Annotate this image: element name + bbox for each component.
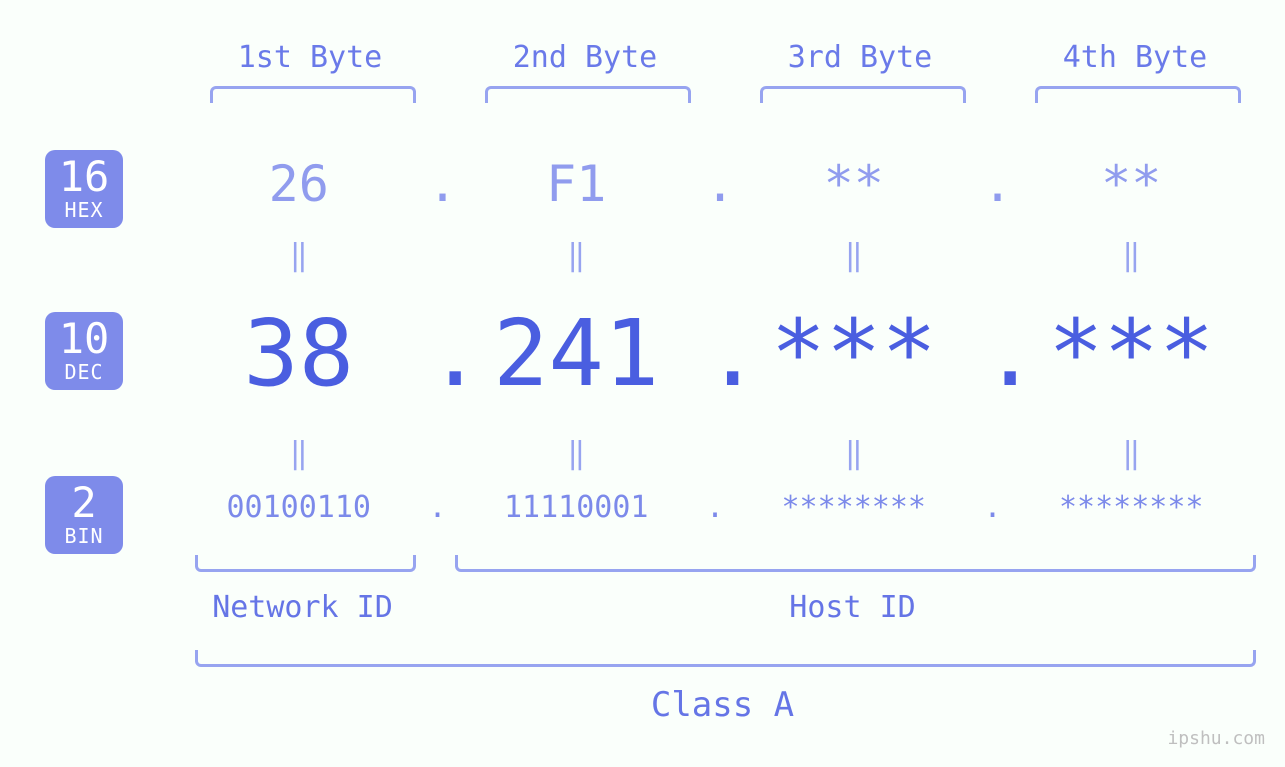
bracket-network-id bbox=[195, 555, 416, 572]
bracket-byte-1 bbox=[210, 86, 416, 103]
hex-byte-2: F1 bbox=[448, 155, 706, 213]
bracket-byte-3 bbox=[760, 86, 966, 103]
byte-label-2: 2nd Byte bbox=[485, 40, 685, 75]
equals-glyph: ‖ bbox=[170, 238, 428, 273]
dec-byte-4: *** bbox=[1003, 300, 1261, 407]
badge-bin: 2 BIN bbox=[45, 476, 123, 554]
host-id-label: Host ID bbox=[455, 590, 1250, 625]
hex-row: 26 . F1 . ** . ** bbox=[170, 155, 1260, 213]
bracket-host-id bbox=[455, 555, 1256, 572]
equals-glyph: ‖ bbox=[448, 436, 706, 471]
hex-byte-4: ** bbox=[1003, 155, 1261, 213]
equals-glyph: ‖ bbox=[448, 238, 706, 273]
dec-byte-1: 38 bbox=[170, 300, 428, 407]
equals-row-bottom: ‖ . ‖ . ‖ . ‖ bbox=[170, 436, 1260, 471]
byte-label-3: 3rd Byte bbox=[760, 40, 960, 75]
dec-row: 38 . 241 . *** . *** bbox=[170, 300, 1260, 407]
equals-glyph: ‖ bbox=[725, 436, 983, 471]
equals-glyph: ‖ bbox=[1003, 238, 1261, 273]
dot: . bbox=[705, 300, 725, 407]
bracket-byte-2 bbox=[485, 86, 691, 103]
bracket-class bbox=[195, 650, 1256, 667]
byte-label-4: 4th Byte bbox=[1035, 40, 1235, 75]
byte-label-1: 1st Byte bbox=[210, 40, 410, 75]
badge-dec-tag: DEC bbox=[45, 362, 123, 382]
dot: . bbox=[983, 490, 1003, 525]
dot: . bbox=[705, 155, 725, 213]
badge-hex-num: 16 bbox=[45, 156, 123, 198]
bin-row: 00100110 . 11110001 . ******** . *******… bbox=[170, 490, 1260, 525]
hex-byte-3: ** bbox=[725, 155, 983, 213]
badge-hex: 16 HEX bbox=[45, 150, 123, 228]
badge-dec: 10 DEC bbox=[45, 312, 123, 390]
dec-byte-2: 241 bbox=[448, 300, 706, 407]
badge-bin-num: 2 bbox=[45, 482, 123, 524]
network-id-label: Network ID bbox=[195, 590, 410, 625]
dot: . bbox=[983, 300, 1003, 407]
equals-glyph: ‖ bbox=[1003, 436, 1261, 471]
dot: . bbox=[428, 300, 448, 407]
class-label: Class A bbox=[195, 685, 1250, 725]
bin-byte-2: 11110001 bbox=[448, 490, 706, 525]
bin-byte-1: 00100110 bbox=[170, 490, 428, 525]
watermark: ipshu.com bbox=[1167, 728, 1265, 749]
dot: . bbox=[428, 490, 448, 525]
dot: . bbox=[428, 155, 448, 213]
hex-byte-1: 26 bbox=[170, 155, 428, 213]
dec-byte-3: *** bbox=[725, 300, 983, 407]
dot: . bbox=[983, 155, 1003, 213]
dot: . bbox=[705, 490, 725, 525]
badge-dec-num: 10 bbox=[45, 318, 123, 360]
equals-glyph: ‖ bbox=[170, 436, 428, 471]
badge-hex-tag: HEX bbox=[45, 200, 123, 220]
equals-glyph: ‖ bbox=[725, 238, 983, 273]
bin-byte-3: ******** bbox=[725, 490, 983, 525]
equals-row-top: ‖ . ‖ . ‖ . ‖ bbox=[170, 238, 1260, 273]
bin-byte-4: ******** bbox=[1003, 490, 1261, 525]
bracket-byte-4 bbox=[1035, 86, 1241, 103]
badge-bin-tag: BIN bbox=[45, 526, 123, 546]
